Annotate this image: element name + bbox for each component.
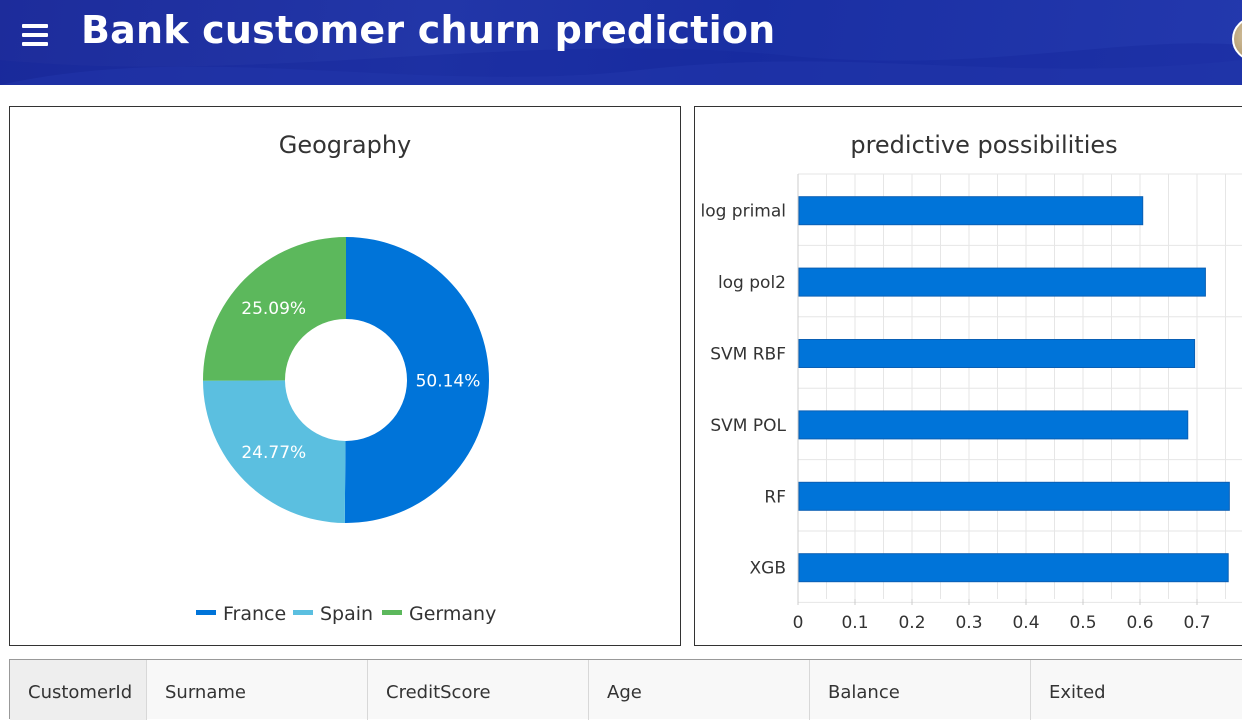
column-header-creditscore[interactable]: CreditScore xyxy=(368,660,589,720)
bar-category-label-svm-rbf: SVM RBF xyxy=(710,345,786,365)
app-header: Bank customer churn prediction xyxy=(0,0,1242,85)
bar-log-primal[interactable] xyxy=(798,196,1144,226)
pie-slice-label-germany: 25.09% xyxy=(241,299,306,319)
legend-item-france[interactable]: France xyxy=(196,603,286,625)
legend-swatch-spain xyxy=(293,610,313,615)
column-header-exited[interactable]: Exited xyxy=(1031,660,1242,720)
bar-category-label-log-primal: log primal xyxy=(700,202,786,222)
legend-label-germany: Germany xyxy=(409,603,496,625)
legend-label-france: France xyxy=(223,603,286,625)
page-title: Bank customer churn prediction xyxy=(81,8,776,52)
x-tick-label: 0.5 xyxy=(1069,613,1096,633)
predictive-bar-chart: log primal log pol2 SVM RBF SVM POL RF XGB 0 0… xyxy=(700,173,1242,633)
legend-swatch-germany xyxy=(382,610,402,615)
pie-slice-germany[interactable] xyxy=(203,237,346,381)
header-wave-decoration xyxy=(0,43,1242,85)
legend-swatch-france xyxy=(196,610,216,615)
geography-chart-panel: Geography 50.14% 24.77% 25.09% France Spain… xyxy=(9,106,681,646)
legend-item-germany[interactable]: Germany xyxy=(382,603,496,625)
x-tick-label: 0.6 xyxy=(1126,613,1153,633)
bar-log-pol2[interactable] xyxy=(798,267,1206,297)
column-header-age[interactable]: Age xyxy=(589,660,810,720)
pie-slice-label-spain: 24.77% xyxy=(241,443,306,463)
column-header-customerid[interactable]: CustomerId xyxy=(10,660,147,720)
customer-table-header: CustomerId Surname CreditScore Age Balan… xyxy=(9,659,1242,720)
bar-svm-pol[interactable] xyxy=(798,410,1189,440)
pie-slice-france[interactable] xyxy=(344,237,490,523)
pie-slice-label-france: 50.14% xyxy=(416,371,481,391)
bar-rf[interactable] xyxy=(798,481,1230,511)
x-tick-label: 0.7 xyxy=(1183,613,1210,633)
pie-slice-spain[interactable] xyxy=(203,380,346,523)
bar-category-label-log-pol2: log pol2 xyxy=(718,273,786,293)
column-header-surname[interactable]: Surname xyxy=(147,660,368,720)
hamburger-menu-icon[interactable] xyxy=(22,24,48,48)
predictive-chart-panel: predictive possibilities log primal log p… xyxy=(694,106,1242,646)
bar-category-label-xgb: XGB xyxy=(750,559,786,579)
geography-donut-chart: 50.14% 24.77% 25.09% France Spain Germany xyxy=(196,237,496,625)
x-tick-label: 0 xyxy=(793,613,804,633)
column-header-balance[interactable]: Balance xyxy=(810,660,1031,720)
x-tick-label: 0.3 xyxy=(955,613,982,633)
bar-category-label-svm-pol: SVM POL xyxy=(710,416,786,436)
x-tick-label: 0.2 xyxy=(898,613,925,633)
predictive-chart-title: predictive possibilities xyxy=(850,131,1118,159)
x-tick-label: 0.4 xyxy=(1012,613,1039,633)
bar-svm-rbf[interactable] xyxy=(798,339,1196,368)
bar-category-label-rf: RF xyxy=(764,487,786,507)
legend-item-spain[interactable]: Spain xyxy=(293,603,373,625)
bar-xgb[interactable] xyxy=(798,553,1229,583)
x-tick-label: 0.1 xyxy=(841,613,868,633)
geography-chart-title: Geography xyxy=(278,131,412,159)
legend-label-spain: Spain xyxy=(320,603,373,625)
